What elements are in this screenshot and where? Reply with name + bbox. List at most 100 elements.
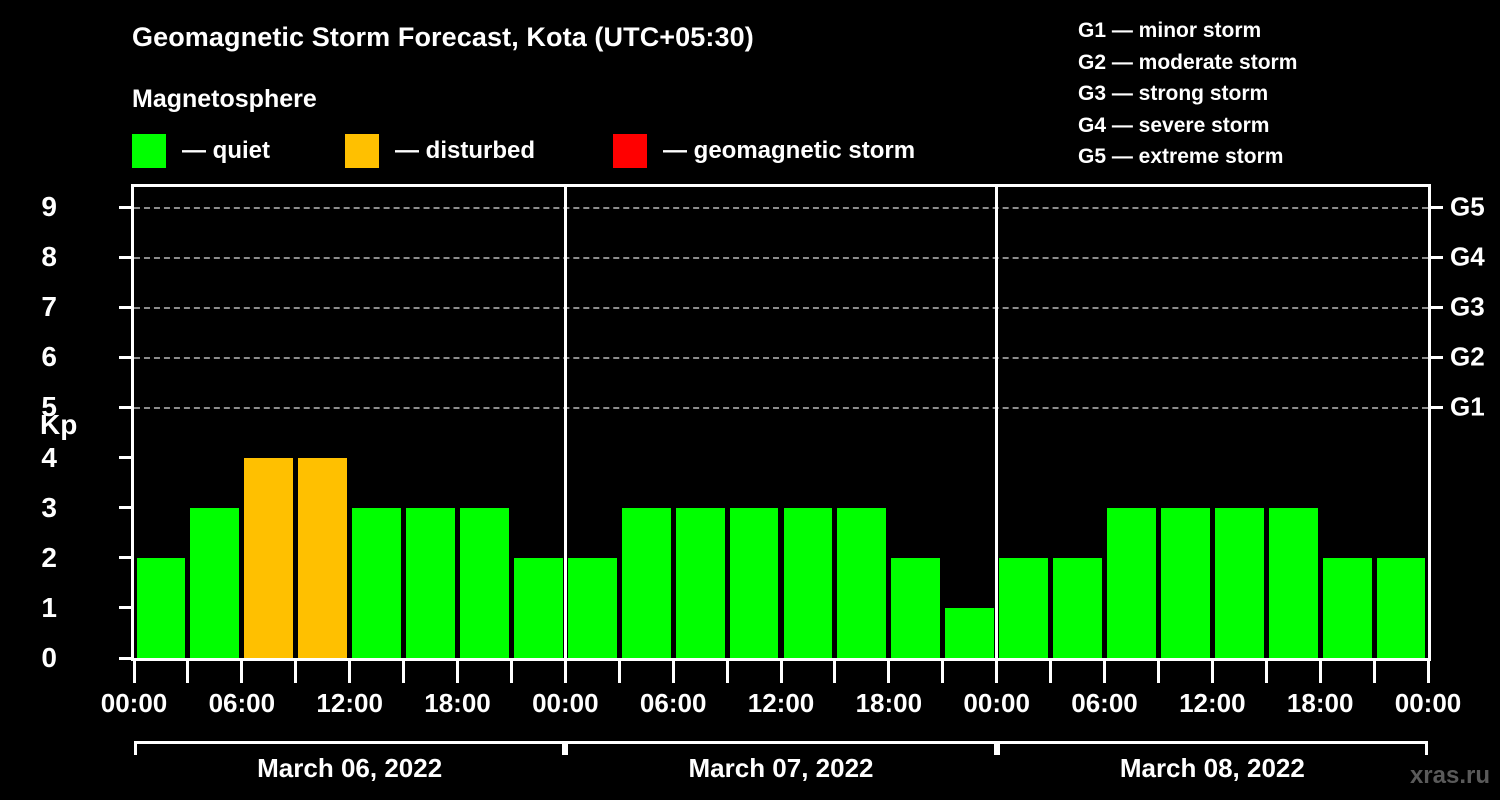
g-tick-mark	[1431, 305, 1443, 309]
x-tick-label: 12:00	[316, 688, 383, 718]
watermark: xras.ru	[1409, 762, 1490, 789]
gridline-kp-7	[134, 307, 1428, 310]
x-tick-mark	[402, 661, 406, 683]
y-tick-label-9: 9	[41, 191, 57, 223]
x-tick-mark	[1103, 661, 1106, 683]
y-tick-label-5: 5	[41, 391, 57, 423]
bar-series	[134, 187, 1428, 658]
day-bracket	[565, 741, 997, 755]
x-tick-label: 00:00	[100, 688, 168, 718]
x-tick-mark	[294, 661, 298, 683]
storm-scale-row: G3 — strong storm	[1078, 82, 1269, 105]
y-tick-mark	[119, 606, 131, 610]
y-axis-title: Kp	[40, 409, 78, 440]
y-tick-mark	[119, 405, 131, 409]
g-tick-mark	[1431, 255, 1443, 259]
bar	[567, 557, 617, 658]
legend-item-quiet: — quiet	[132, 134, 270, 168]
y-tick-mark	[119, 205, 131, 209]
day-label: March 08, 2022	[1119, 753, 1305, 783]
bar	[298, 457, 348, 658]
magnetosphere-label: Magnetosphere	[132, 85, 317, 113]
legend-label-storm: — geomagnetic storm	[663, 137, 916, 164]
bar	[513, 557, 563, 658]
g-tick-mark	[1431, 405, 1443, 409]
bar	[891, 557, 941, 658]
y-tick-mark	[119, 556, 131, 560]
x-tick-mark	[1156, 661, 1160, 683]
x-tick-mark	[563, 661, 567, 683]
page-title: Geomagnetic Storm Forecast, Kota (UTC+05…	[132, 22, 754, 52]
x-tick-label: 00:00	[963, 688, 1030, 718]
x-tick-label: 18:00	[1286, 688, 1354, 718]
y-tick-label-2: 2	[41, 541, 57, 573]
day-bracket	[134, 741, 566, 755]
x-tick-mark	[240, 661, 244, 683]
storm-scale-row: G1 — minor storm	[1078, 19, 1262, 42]
bar	[406, 507, 455, 658]
x-tick-mark	[779, 661, 783, 683]
x-tick-label: 00:00	[532, 688, 599, 718]
y-tick-label-3: 3	[41, 491, 57, 523]
x-tick-mark	[1318, 661, 1322, 683]
x-tick-label: 18:00	[424, 688, 491, 718]
x-tick-mark	[671, 661, 675, 683]
legend-item-storm: — geomagnetic storm	[613, 134, 915, 168]
legend-swatch-storm	[613, 134, 647, 168]
bar	[837, 507, 887, 658]
bar	[1376, 557, 1426, 658]
legend-label-disturbed: — disturbed	[395, 137, 536, 164]
bar	[136, 557, 186, 658]
y-tick-label-1: 1	[41, 591, 57, 623]
day-separator	[563, 187, 567, 658]
x-tick-mark	[887, 661, 891, 683]
g-tick-mark	[1431, 355, 1443, 359]
y-tick-mark	[119, 255, 131, 259]
gridline-kp-6	[134, 357, 1428, 360]
storm-scale-row: G4 — severe storm	[1078, 113, 1270, 137]
g-tick-label-G5: G5	[1450, 191, 1485, 222]
y-tick-label-8: 8	[41, 241, 57, 273]
g-tick-label-G1: G1	[1450, 391, 1485, 422]
legend-swatch-disturbed	[345, 134, 379, 168]
x-tick-mark	[1049, 661, 1053, 683]
y-tick-label-4: 4	[41, 441, 57, 473]
x-tick-mark	[941, 661, 945, 683]
bar	[1160, 507, 1210, 658]
bar	[999, 557, 1049, 658]
y-tick-label-0: 0	[41, 642, 57, 673]
y-tick-label-7: 7	[41, 291, 57, 323]
g-tick-mark	[1431, 205, 1443, 209]
day-bracket	[996, 741, 1428, 755]
y-tick-mark	[119, 355, 131, 359]
bar	[1107, 507, 1156, 658]
bar	[945, 607, 995, 658]
bar	[190, 507, 240, 658]
day-separator	[995, 187, 999, 658]
x-tick-mark	[132, 661, 136, 683]
x-tick-label: 12:00	[1179, 688, 1246, 718]
y-tick-mark	[119, 305, 131, 309]
y-tick-label-6: 6	[41, 341, 57, 373]
gridline-kp-8	[134, 257, 1428, 260]
x-tick-label: 06:00	[208, 688, 276, 718]
x-tick-label: 12:00	[747, 688, 815, 718]
bar	[1322, 557, 1372, 658]
day-label: March 06, 2022	[257, 753, 443, 783]
x-tick-mark	[348, 661, 352, 683]
x-tick-mark	[456, 661, 459, 683]
x-tick-label: 18:00	[855, 688, 923, 718]
day-label: March 07, 2022	[688, 753, 874, 783]
x-tick-mark	[1426, 661, 1430, 683]
storm-scale-row: G5 — extreme storm	[1078, 145, 1284, 168]
x-tick-label: 06:00	[1071, 688, 1138, 718]
g-tick-label-G4: G4	[1450, 241, 1485, 272]
storm-scale-row: G2 — moderate storm	[1078, 50, 1298, 74]
bar	[675, 507, 725, 658]
bar	[1053, 557, 1102, 658]
y-tick-mark	[119, 456, 131, 460]
x-tick-mark	[617, 661, 621, 683]
bar	[783, 507, 833, 658]
plot-area	[131, 184, 1431, 661]
